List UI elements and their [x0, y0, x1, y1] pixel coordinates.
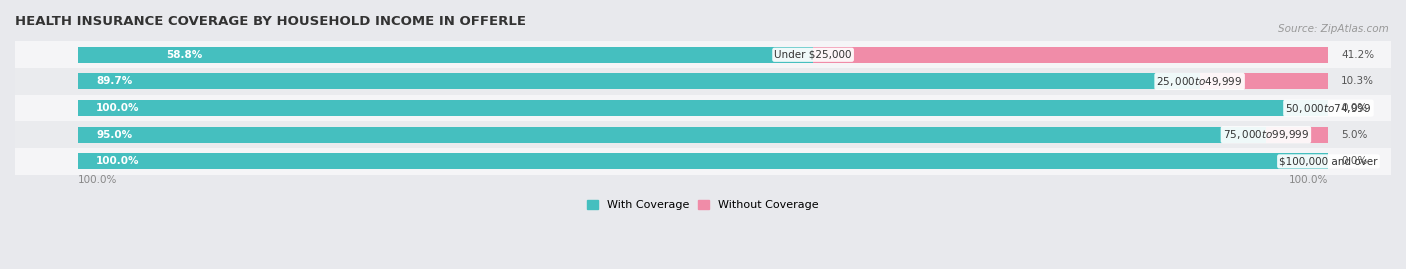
Bar — [1265, 127, 1329, 143]
Bar — [77, 47, 813, 63]
Text: 100.0%: 100.0% — [1289, 175, 1329, 185]
Text: Source: ZipAtlas.com: Source: ZipAtlas.com — [1278, 24, 1389, 34]
Text: $100,000 and over: $100,000 and over — [1279, 156, 1378, 167]
Bar — [77, 73, 1199, 89]
Text: $50,000 to $74,999: $50,000 to $74,999 — [1285, 102, 1372, 115]
Text: 0.0%: 0.0% — [1341, 156, 1367, 167]
Bar — [77, 100, 1329, 116]
Text: 89.7%: 89.7% — [96, 76, 132, 86]
Text: 5.0%: 5.0% — [1341, 130, 1368, 140]
Text: 100.0%: 100.0% — [96, 156, 139, 167]
Text: 100.0%: 100.0% — [77, 175, 117, 185]
Bar — [15, 68, 1391, 95]
Text: 10.3%: 10.3% — [1341, 76, 1374, 86]
Bar — [77, 127, 1265, 143]
Text: 58.8%: 58.8% — [166, 50, 202, 60]
Legend: With Coverage, Without Coverage: With Coverage, Without Coverage — [582, 196, 824, 215]
Bar — [15, 95, 1391, 121]
Text: 95.0%: 95.0% — [96, 130, 132, 140]
Text: 41.2%: 41.2% — [1341, 50, 1374, 60]
Text: HEALTH INSURANCE COVERAGE BY HOUSEHOLD INCOME IN OFFERLE: HEALTH INSURANCE COVERAGE BY HOUSEHOLD I… — [15, 15, 526, 28]
Bar — [15, 121, 1391, 148]
Bar — [15, 41, 1391, 68]
Bar — [77, 153, 1329, 169]
Text: 0.0%: 0.0% — [1341, 103, 1367, 113]
Bar — [15, 148, 1391, 175]
Bar — [813, 47, 1329, 63]
Text: Under $25,000: Under $25,000 — [775, 50, 852, 60]
Bar — [1199, 73, 1329, 89]
Text: $25,000 to $49,999: $25,000 to $49,999 — [1157, 75, 1243, 88]
Text: 100.0%: 100.0% — [96, 103, 139, 113]
Text: $75,000 to $99,999: $75,000 to $99,999 — [1223, 128, 1309, 141]
